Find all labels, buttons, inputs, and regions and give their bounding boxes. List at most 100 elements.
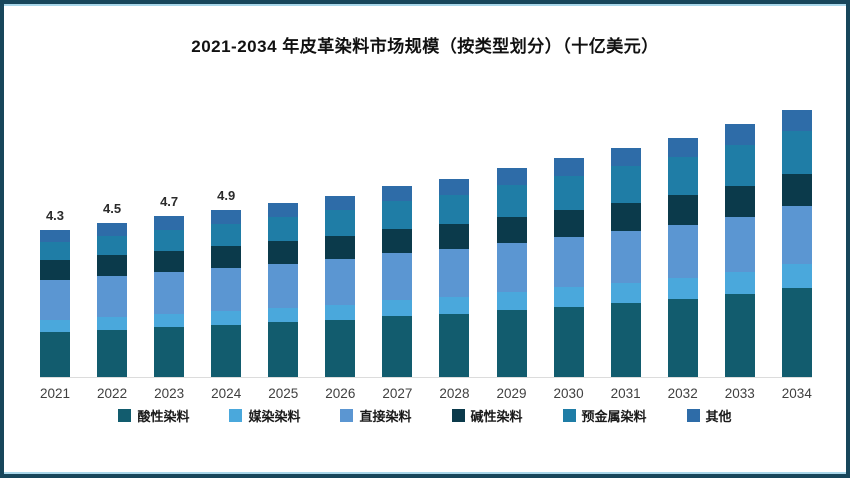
bar-stack-2023 — [154, 216, 185, 377]
bar-segment-2021-媒染染料 — [40, 319, 70, 332]
chart-title: 2021-2034 年皮革染料市场规模（按类型划分）（十亿美元） — [191, 37, 659, 56]
x-axis-label-2025: 2025 — [268, 386, 299, 401]
legend-label: 直接染料 — [359, 409, 412, 424]
bar-segment-2028-其他 — [439, 178, 470, 195]
bar-segment-2022-直接染料 — [97, 275, 128, 317]
bar-segment-2033-酸性染料 — [724, 294, 755, 377]
legend-swatch-icon — [686, 409, 700, 422]
bar-segment-2023-预金属染料 — [154, 229, 185, 251]
bar-segment-2033-直接染料 — [724, 216, 755, 272]
bar-stack-2031 — [610, 147, 641, 377]
bar-column-2026: 2026 — [325, 71, 356, 401]
x-axis-label-2032: 2032 — [667, 386, 698, 401]
bar-segment-2024-直接染料 — [211, 267, 242, 311]
bar-segment-2029-其他 — [496, 168, 527, 186]
bar-segment-2023-其他 — [154, 216, 185, 230]
bar-segment-2021-直接染料 — [40, 279, 70, 320]
bar-segment-2021-其他 — [40, 230, 70, 243]
x-axis-label-2030: 2030 — [553, 386, 584, 401]
x-axis-label-2022: 2022 — [97, 386, 128, 401]
bar-value-label-2021: 4.3 — [45, 208, 65, 224]
x-axis-label-2024: 2024 — [211, 386, 242, 401]
bar-segment-2021-酸性染料 — [40, 331, 70, 377]
bar-stack-2028 — [439, 178, 470, 377]
bar-column-2031: 2031 — [610, 71, 641, 401]
bar-segment-2023-媒染染料 — [154, 313, 185, 328]
bar-segment-2024-其他 — [211, 209, 242, 224]
bar-segment-2032-媒染染料 — [667, 277, 698, 299]
bar-segment-2029-媒染染料 — [496, 291, 527, 310]
bar-segment-2024-预金属染料 — [211, 223, 242, 246]
x-axis-label-2021: 2021 — [39, 386, 71, 401]
bar-segment-2022-碱性染料 — [97, 255, 128, 276]
legend-swatch-icon — [118, 409, 132, 422]
bar-segment-2025-媒染染料 — [268, 307, 299, 323]
bar-value-label-2024: 4.9 — [217, 187, 236, 203]
bar-segment-2026-碱性染料 — [325, 236, 356, 260]
bar-segment-2025-直接染料 — [268, 263, 299, 308]
bar-segment-2022-预金属染料 — [97, 235, 128, 256]
legend-swatch-icon — [229, 409, 243, 422]
bar-segment-2034-酸性染料 — [781, 288, 812, 377]
x-axis-label-2029: 2029 — [496, 386, 527, 401]
bar-segment-2024-酸性染料 — [211, 324, 242, 377]
legend-swatch-icon — [340, 409, 354, 422]
bar-segment-2034-媒染染料 — [781, 263, 812, 289]
x-axis-label-2028: 2028 — [439, 386, 470, 401]
bar-segment-2027-媒染染料 — [382, 299, 413, 317]
bar-segment-2032-酸性染料 — [667, 299, 698, 377]
bar-stack-2024 — [211, 209, 242, 377]
bar-value-label-2022: 4.5 — [103, 201, 122, 217]
bar-segment-2032-预金属染料 — [667, 157, 698, 196]
bar-segment-2029-预金属染料 — [496, 185, 527, 218]
bar-segment-2025-其他 — [268, 202, 299, 218]
legend-item-其他: 其他 — [686, 406, 732, 425]
bar-segment-2030-其他 — [553, 158, 584, 177]
bar-column-2024: 4.9 2024 — [211, 71, 242, 401]
bar-segment-2028-媒染染料 — [439, 296, 470, 314]
bar-segment-2033-媒染染料 — [724, 271, 755, 295]
x-axis-label-2034: 2034 — [781, 386, 812, 401]
legend-label: 酸性染料 — [137, 409, 190, 424]
bar-segment-2027-其他 — [382, 185, 413, 201]
bar-segment-2023-酸性染料 — [154, 327, 185, 377]
bar-column-2023: 4.7 2023 — [154, 71, 185, 401]
bar-segment-2029-直接染料 — [496, 243, 527, 292]
legend-label: 碱性染料 — [470, 409, 523, 424]
bar-stack-2034 — [781, 110, 812, 377]
legend-item-直接染料: 直接染料 — [340, 406, 412, 425]
legend-item-媒染染料: 媒染染料 — [229, 406, 300, 425]
legend-item-酸性染料: 酸性染料 — [118, 406, 189, 425]
bar-segment-2026-酸性染料 — [325, 319, 356, 377]
bar-stack-2022 — [97, 223, 128, 377]
legend-swatch-icon — [562, 409, 576, 422]
legend-label: 其他 — [705, 409, 732, 424]
x-axis-label-2033: 2033 — [724, 386, 755, 401]
bar-segment-2034-预金属染料 — [781, 131, 812, 174]
bar-stack-2021 — [40, 230, 70, 377]
bar-segment-2021-碱性染料 — [40, 260, 70, 280]
bar-stack-2029 — [496, 168, 527, 377]
bar-column-2022: 4.5 2022 — [97, 71, 128, 401]
bar-column-2025: 2025 — [268, 71, 299, 401]
bar-stack-2030 — [553, 158, 584, 377]
bar-segment-2031-预金属染料 — [610, 166, 641, 203]
bar-segment-2032-碱性染料 — [667, 195, 698, 225]
bar-segment-2030-直接染料 — [553, 237, 584, 288]
bar-stack-2032 — [667, 137, 698, 377]
legend: 酸性染料 媒染染料 直接染料 碱性染料 预金属染料 其他 — [4, 406, 846, 425]
bar-segment-2031-直接染料 — [610, 231, 641, 283]
bar-segment-2031-媒染染料 — [610, 282, 641, 303]
bar-segment-2032-其他 — [667, 137, 698, 158]
legend-item-碱性染料: 碱性染料 — [451, 406, 523, 425]
x-axis-label-2026: 2026 — [325, 386, 356, 401]
bar-segment-2022-媒染染料 — [97, 316, 128, 330]
bar-segment-2028-直接染料 — [439, 249, 470, 297]
bar-column-2027: 2027 — [382, 71, 413, 401]
bar-segment-2031-其他 — [610, 147, 641, 167]
bar-column-2028: 2028 — [439, 71, 470, 401]
bar-segment-2034-直接染料 — [781, 206, 812, 264]
bar-segment-2027-预金属染料 — [382, 200, 413, 229]
bar-segment-2026-预金属染料 — [325, 210, 356, 237]
bar-segment-2031-酸性染料 — [610, 302, 641, 377]
